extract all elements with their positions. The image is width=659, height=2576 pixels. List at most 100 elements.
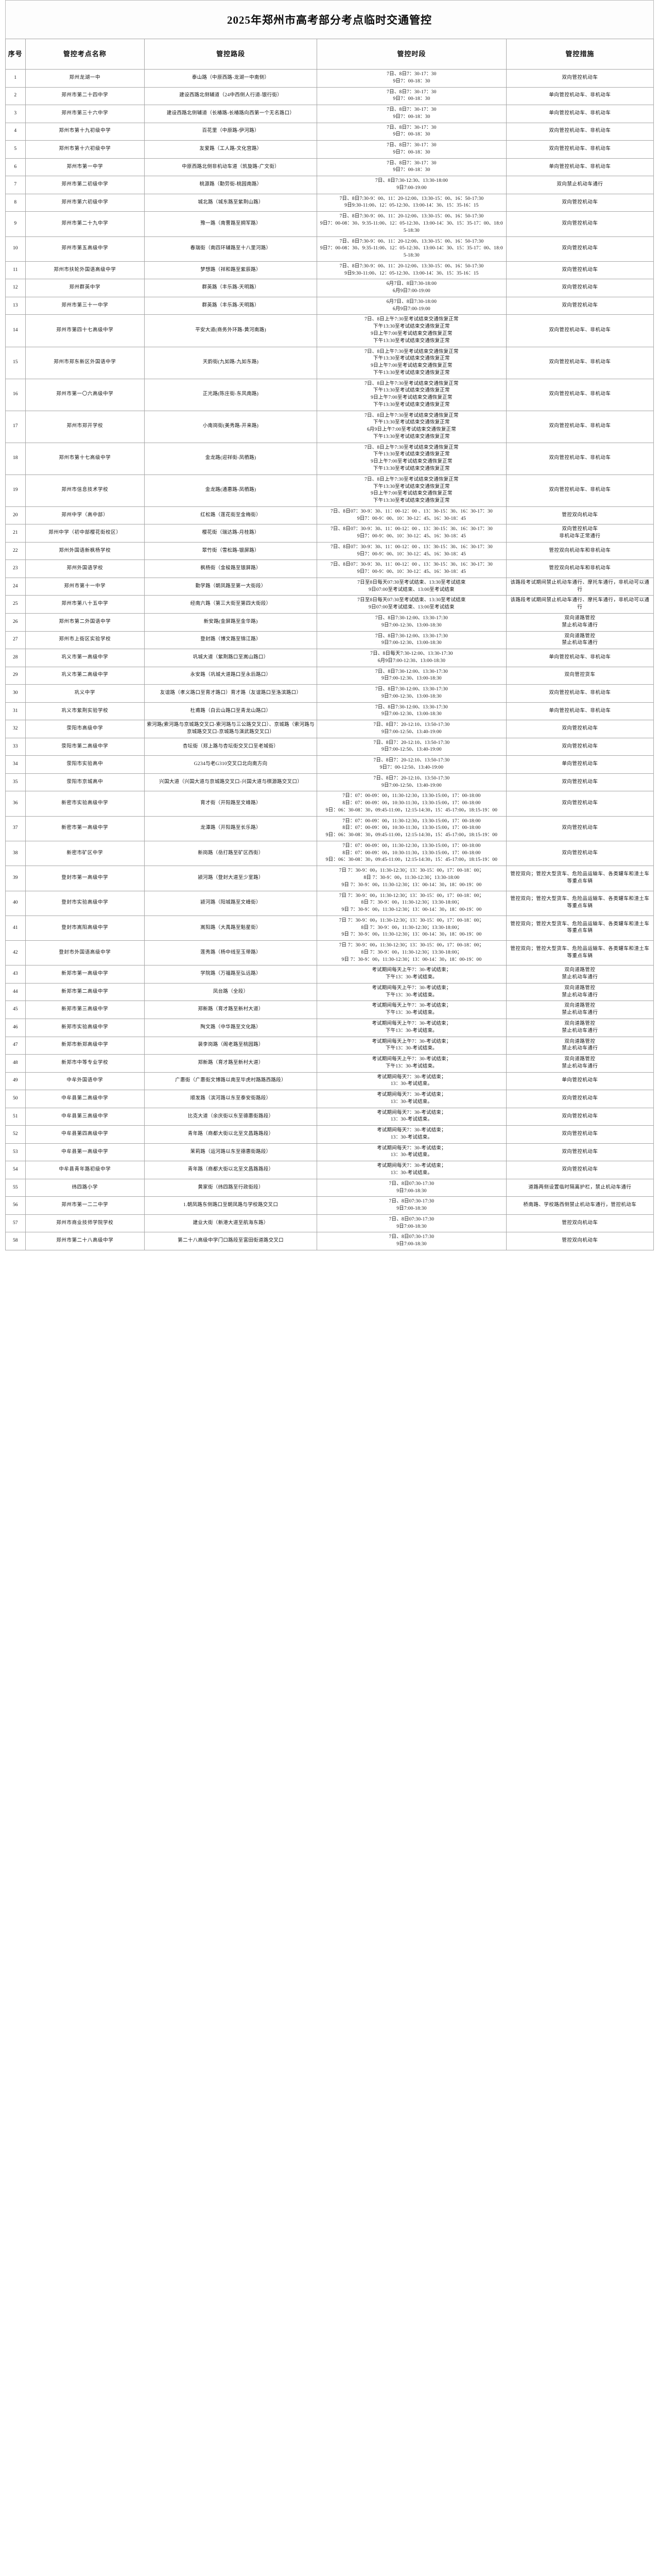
- cell-exam-site-name: 新密市第一高级中学: [25, 816, 145, 841]
- cell-controlled-road: 颍河路（阳城路至文峰街）: [144, 890, 318, 916]
- table-row: 55 纬四路小学 黄家街（纬四路至行政街段） 7日、8日07:30-17:30 9日7:…: [5, 1178, 654, 1197]
- cell-control-period: 7日、8日07：30-9：30、11：00-12：00 、13：30-15：30…: [317, 524, 507, 543]
- cell-control-measure: 双向道路管控 禁止机动车通行: [506, 613, 654, 632]
- cell-control-measure: 双向道路管控 禁止机动车通行: [506, 965, 654, 984]
- cell-control-period: 7日、8日7：20-12:10、13:50-17:30 9日7:00-12:50、…: [317, 737, 507, 756]
- table-header-row: 序号 管控考点名称 管控路段 管控时段 管控措施: [5, 39, 654, 70]
- cell-sequence-number: 23: [5, 560, 26, 578]
- cell-sequence-number: 53: [5, 1143, 26, 1162]
- table-row: 38 新密市矿区中学 新岗路（岳打路至矿区西街） 7日：07：00-09：00，11:…: [5, 840, 654, 867]
- cell-control-period: 7日、8日每天7:30-12:00、13:30-17:30 6月9日7:00-12…: [317, 649, 507, 667]
- table-row: 28 巩义市第一高级中学 巩城大道（紫荆路口至嵩山路口） 7日、8日每天7:30-12…: [5, 649, 654, 667]
- column-header-name: 管控考点名称: [25, 39, 145, 70]
- cell-control-period: 7日、8日7:30-12:00、13:30-17:30 9日7:00-12:30、…: [317, 702, 507, 721]
- column-header-time: 管控时段: [317, 39, 507, 70]
- cell-sequence-number: 18: [5, 442, 26, 475]
- cell-exam-site-name: 郑州外国语学校: [25, 560, 145, 578]
- cell-sequence-number: 56: [5, 1196, 26, 1215]
- cell-control-measure: 该路段考试期间禁止机动车通行、摩托车通行，非机动可以通行: [506, 577, 654, 596]
- cell-control-period: 7日、8日7:30-9：00、11：20-12:00、13:30-15：00、1…: [317, 261, 507, 280]
- cell-controlled-road: 莲秀路（杨中线至玉带路）: [144, 940, 318, 966]
- cell-sequence-number: 46: [5, 1018, 26, 1037]
- cell-control-measure: 双向管控机动车、非机动车: [506, 346, 654, 379]
- cell-control-period: 7日、8日7：30-17：30 9日7：00-18：30: [317, 158, 507, 177]
- cell-control-period: 7日、8日07:30-17:30 9日7:00-18:30: [317, 1214, 507, 1233]
- cell-control-period: 7日：07：00-09：00，11:30-12:30，13:30-15:00，1…: [317, 791, 507, 817]
- cell-control-period: 7日、8日7:30-9：00、11：20-12:00、13:30-15：00、1…: [317, 236, 507, 262]
- cell-exam-site-name: 中牟县第一高级中学: [25, 1143, 145, 1162]
- cell-control-measure: 管控双向；管控大型货车、危险品运输车、各类罐车和渣土车等重点车辆: [506, 915, 654, 941]
- cell-sequence-number: 44: [5, 982, 26, 1002]
- cell-exam-site-name: 郑州市郑开学校: [25, 410, 145, 443]
- cell-exam-site-name: 郑州市商业技师学院学校: [25, 1214, 145, 1233]
- table-row: 57 郑州市商业技师学院学校 建业大街（新港大道至航海东路） 7日、8日07:30-1…: [5, 1214, 654, 1233]
- cell-control-period: 考试期间每天7：30-考试结束； 13：30-考试结束。: [317, 1161, 507, 1179]
- cell-exam-site-name: 郑州市第十一中学: [25, 577, 145, 596]
- table-row: 13 郑州市第三十一中学 群英路（丰乐路-天明路） 6月7日、8日7:30-18:00…: [5, 296, 654, 315]
- cell-sequence-number: 34: [5, 755, 26, 774]
- cell-controlled-road: 兴国大道（兴国大道与京城路交叉口-兴国大道与棋源路交叉口）: [144, 773, 318, 792]
- cell-controlled-road: 颍河路（登封大道至少室路）: [144, 866, 318, 891]
- table-row: 7 郑州市第二初级中学 桃源路（勤劳街-桃园南路） 7日、8日7:30-12:30、1…: [5, 176, 654, 194]
- cell-exam-site-name: 新郑市第二高级中学: [25, 982, 145, 1002]
- column-header-road: 管控路段: [144, 39, 318, 70]
- table-row: 10 郑州市第五高级中学 春瑞街（南四环辅路至十八里河路） 7日、8日7:30-9：0…: [5, 236, 654, 262]
- cell-control-period: 7日、8日07:30-17:30 9日7:00-18:30: [317, 1178, 507, 1197]
- table-row: 48 新郑市中等专业学校 郑新路（育才路至新村大道） 考试期间每天上午7：30-考试结…: [5, 1054, 654, 1073]
- cell-control-period: 7日、8日7：20-12:10、13:50-17:30 9日7：00-12:50、…: [317, 755, 507, 774]
- cell-control-measure: 单向管控机动车: [506, 1072, 654, 1091]
- cell-control-measure: 双向管控机动车: [506, 1090, 654, 1108]
- cell-control-period: 7日、8日7:30-12:00、13:30-17:30 9日7:00-12:30、…: [317, 631, 507, 650]
- cell-exam-site-name: 郑州市第六初级中学: [25, 193, 145, 212]
- cell-exam-site-name: 郑州市第十六初级中学: [25, 140, 145, 159]
- table-row: 26 郑州市第二外国语中学 新安路(金屏路至金华路) 7日、8日7:30-12:00、…: [5, 613, 654, 632]
- cell-control-measure: 双向道路管控 禁止机动车通行: [506, 982, 654, 1002]
- cell-exam-site-name: 郑州市第八十五中学: [25, 595, 145, 614]
- cell-control-period: 7日、8日上午7:30至考试结束交通恢复正常 下午13:30至考试结束交通恢复正常…: [317, 378, 507, 411]
- table-row: 3 郑州市第三十六中学 建设西路北侧辅道（长椿路-长椿路向西第一个无名路口） 7日、8…: [5, 105, 654, 123]
- cell-control-period: 7日、8日7:30-12:30、13:30-18:00 9日7:00-19:00: [317, 176, 507, 194]
- cell-control-period: 考试期间每天7：30-考试结束； 13：30-考试结束。: [317, 1125, 507, 1144]
- cell-sequence-number: 20: [5, 506, 26, 525]
- cell-control-measure: 双向禁止机动车通行: [506, 176, 654, 194]
- cell-exam-site-name: 新郑市第一高级中学: [25, 965, 145, 984]
- cell-controlled-road: 育才街（开阳路至文峰路）: [144, 791, 318, 817]
- cell-control-period: 7日、8日07:30-17:30 9日7:00-18:30: [317, 1232, 507, 1250]
- cell-controlled-road: 建业大街（新港大道至航海东路）: [144, 1214, 318, 1233]
- cell-exam-site-name: 中牟外国语中学: [25, 1072, 145, 1091]
- cell-controlled-road: 百花里（中原路-伊河路）: [144, 122, 318, 141]
- cell-control-period: 考试期间每天上午7：30-考试结束； 下午13：30-考试结束。: [317, 1036, 507, 1055]
- cell-control-period: 7日至8日每天07:30至考试结束、13:30至考试结束 9日07:00至考试结束…: [317, 577, 507, 596]
- table-row: 54 中牟县青年路初级中学 青年路（商都大街以北至文昌路路段） 考试期间每天7：30-…: [5, 1161, 654, 1179]
- cell-control-period: 7日：07：00-09：00，11:30-12:30，13:30-15:00，1…: [317, 816, 507, 841]
- cell-control-period: 考试期间每天上午7：30-考试结束； 下午13：30-考试结束。: [317, 1001, 507, 1019]
- cell-control-measure: 双向管控货车: [506, 666, 654, 685]
- cell-sequence-number: 58: [5, 1232, 26, 1250]
- cell-exam-site-name: 郑州市第四十七高级中学: [25, 314, 145, 347]
- cell-control-measure: 双向管控机动车、非机动车: [506, 410, 654, 443]
- cell-exam-site-name: 巩义市第一高级中学: [25, 649, 145, 667]
- cell-sequence-number: 43: [5, 965, 26, 984]
- cell-controlled-road: 豫一路（南曹路至拥军路）: [144, 211, 318, 237]
- cell-sequence-number: 7: [5, 176, 26, 194]
- table-row: 17 郑州市郑开学校 小南岗街(美秀路-开来路) 7日、8日上午7:30至考试结束交通…: [5, 410, 654, 443]
- cell-controlled-road: 经南六路（第三大街至第四大街段）: [144, 595, 318, 614]
- cell-controlled-road: 中原西路北侧非机动车道（凯旋路-广文街）: [144, 158, 318, 177]
- cell-control-measure: 单向管控机动车、非机动车: [506, 87, 654, 106]
- cell-control-period: 7日、8日07：30-9：30、11：00-12：00 、13：30-15：30…: [317, 541, 507, 561]
- cell-exam-site-name: 郑州市第五高级中学: [25, 236, 145, 262]
- cell-exam-site-name: 郑州中学（初中部樱花街校区）: [25, 524, 145, 543]
- table-row: 42 登封市外国语高级中学 莲秀路（杨中线至玉带路） 7日 7：30-9：00，11:…: [5, 940, 654, 966]
- cell-control-period: 7日、8日7：30-17：30 9日7：00-18：30: [317, 87, 507, 106]
- cell-control-measure: 双向管控机动车、非机动车: [506, 140, 654, 159]
- cell-control-period: 7日 7：30-9：00，11:30-12:30；13：30-15：00，17：…: [317, 940, 507, 966]
- table-row: 44 新郑市第二高级中学 凤台路（全段） 考试期间每天上午7：30-考试结束； 下午13…: [5, 982, 654, 1002]
- table-row: 21 郑州中学（初中部樱花街校区） 樱花街（瑞达路-月桂路） 7日、8日07：30-9…: [5, 524, 654, 543]
- cell-exam-site-name: 郑州市郑东新区外国语中学: [25, 346, 145, 379]
- cell-control-measure: 管控双向机动车和非机动车: [506, 541, 654, 561]
- cell-sequence-number: 17: [5, 410, 26, 443]
- cell-sequence-number: 25: [5, 595, 26, 614]
- cell-sequence-number: 29: [5, 666, 26, 685]
- cell-exam-site-name: 郑州市第二十四中学: [25, 87, 145, 106]
- cell-control-measure: 单向管控机动车、非机动车: [506, 105, 654, 123]
